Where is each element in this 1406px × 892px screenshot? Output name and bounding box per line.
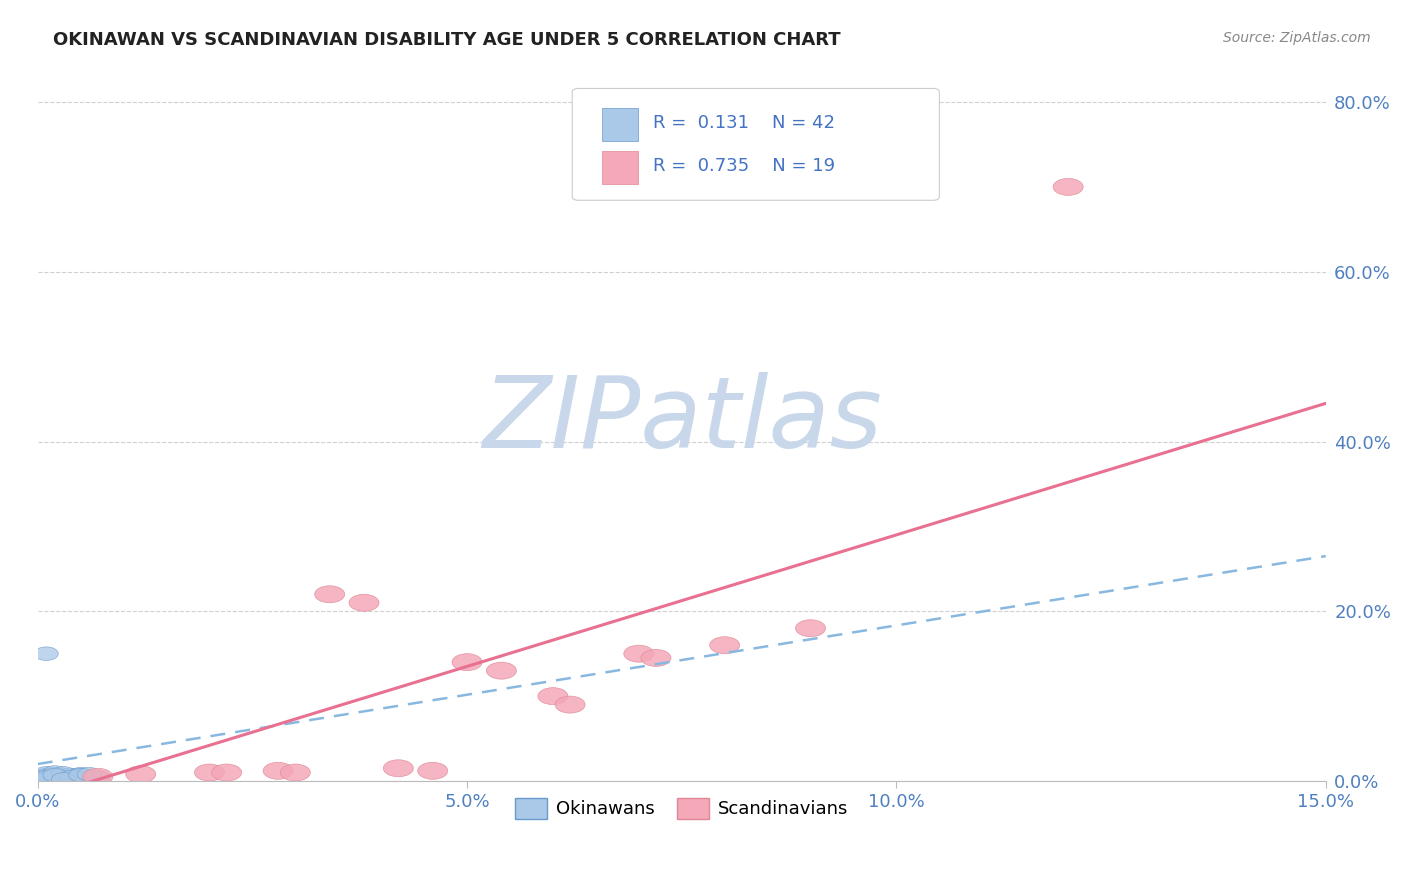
Ellipse shape bbox=[52, 768, 76, 782]
Ellipse shape bbox=[52, 769, 76, 782]
Ellipse shape bbox=[69, 770, 93, 783]
Ellipse shape bbox=[60, 772, 84, 786]
FancyBboxPatch shape bbox=[602, 108, 638, 141]
Text: OKINAWAN VS SCANDINAVIAN DISABILITY AGE UNDER 5 CORRELATION CHART: OKINAWAN VS SCANDINAVIAN DISABILITY AGE … bbox=[53, 31, 841, 49]
Ellipse shape bbox=[125, 765, 156, 782]
Ellipse shape bbox=[60, 772, 84, 785]
Ellipse shape bbox=[34, 772, 58, 786]
Ellipse shape bbox=[77, 772, 101, 785]
Ellipse shape bbox=[60, 772, 84, 785]
Ellipse shape bbox=[34, 770, 58, 783]
Ellipse shape bbox=[34, 647, 58, 660]
Ellipse shape bbox=[34, 766, 58, 780]
Ellipse shape bbox=[60, 768, 84, 782]
Ellipse shape bbox=[349, 594, 380, 611]
Ellipse shape bbox=[418, 763, 447, 780]
Ellipse shape bbox=[263, 763, 294, 780]
Ellipse shape bbox=[34, 768, 58, 782]
Ellipse shape bbox=[34, 769, 58, 782]
Ellipse shape bbox=[52, 771, 76, 784]
Ellipse shape bbox=[42, 772, 67, 785]
Ellipse shape bbox=[641, 649, 671, 666]
Ellipse shape bbox=[42, 772, 67, 786]
Ellipse shape bbox=[52, 770, 76, 783]
Ellipse shape bbox=[52, 770, 76, 783]
Ellipse shape bbox=[34, 771, 58, 784]
Ellipse shape bbox=[77, 770, 101, 783]
Ellipse shape bbox=[86, 771, 110, 784]
Ellipse shape bbox=[42, 769, 67, 782]
Ellipse shape bbox=[34, 772, 58, 785]
Ellipse shape bbox=[69, 768, 93, 782]
Ellipse shape bbox=[315, 586, 344, 603]
Ellipse shape bbox=[52, 772, 76, 785]
Ellipse shape bbox=[52, 766, 76, 780]
FancyBboxPatch shape bbox=[602, 152, 638, 185]
Ellipse shape bbox=[60, 769, 84, 782]
Ellipse shape bbox=[77, 767, 101, 781]
Ellipse shape bbox=[451, 654, 482, 671]
Ellipse shape bbox=[69, 767, 93, 781]
Ellipse shape bbox=[486, 662, 516, 679]
FancyBboxPatch shape bbox=[572, 88, 939, 201]
Ellipse shape bbox=[710, 637, 740, 654]
Text: R =  0.131    N = 42: R = 0.131 N = 42 bbox=[654, 114, 835, 132]
Ellipse shape bbox=[624, 645, 654, 662]
Ellipse shape bbox=[77, 771, 101, 784]
Ellipse shape bbox=[538, 688, 568, 705]
Ellipse shape bbox=[42, 768, 67, 782]
Ellipse shape bbox=[52, 772, 76, 786]
Ellipse shape bbox=[60, 770, 84, 783]
Text: ZIPatlas: ZIPatlas bbox=[482, 372, 882, 469]
Ellipse shape bbox=[555, 696, 585, 713]
Ellipse shape bbox=[60, 771, 84, 784]
Ellipse shape bbox=[42, 765, 67, 780]
Ellipse shape bbox=[42, 770, 67, 783]
Ellipse shape bbox=[69, 769, 93, 782]
Ellipse shape bbox=[384, 760, 413, 777]
Ellipse shape bbox=[69, 768, 93, 782]
Ellipse shape bbox=[796, 620, 825, 637]
Ellipse shape bbox=[1053, 178, 1083, 195]
Ellipse shape bbox=[42, 767, 67, 781]
Ellipse shape bbox=[194, 764, 225, 781]
Text: Source: ZipAtlas.com: Source: ZipAtlas.com bbox=[1223, 31, 1371, 45]
Ellipse shape bbox=[83, 768, 112, 785]
Ellipse shape bbox=[42, 771, 67, 784]
Ellipse shape bbox=[86, 771, 110, 784]
Legend: Okinawans, Scandinavians: Okinawans, Scandinavians bbox=[508, 791, 856, 826]
Ellipse shape bbox=[211, 764, 242, 781]
Text: R =  0.735    N = 19: R = 0.735 N = 19 bbox=[654, 157, 835, 176]
Ellipse shape bbox=[280, 764, 311, 781]
